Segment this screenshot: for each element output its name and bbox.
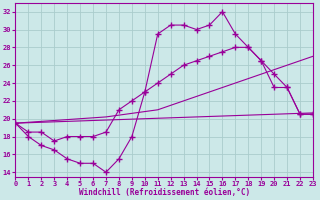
X-axis label: Windchill (Refroidissement éolien,°C): Windchill (Refroidissement éolien,°C) <box>79 188 250 197</box>
